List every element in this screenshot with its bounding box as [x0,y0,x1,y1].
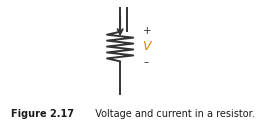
Text: +: + [143,26,152,36]
Text: $\it{V}$: $\it{V}$ [142,40,153,53]
Text: Voltage and current in a resistor.: Voltage and current in a resistor. [89,109,254,119]
Text: Figure 2.17: Figure 2.17 [11,109,74,119]
Text: –: – [143,57,149,67]
